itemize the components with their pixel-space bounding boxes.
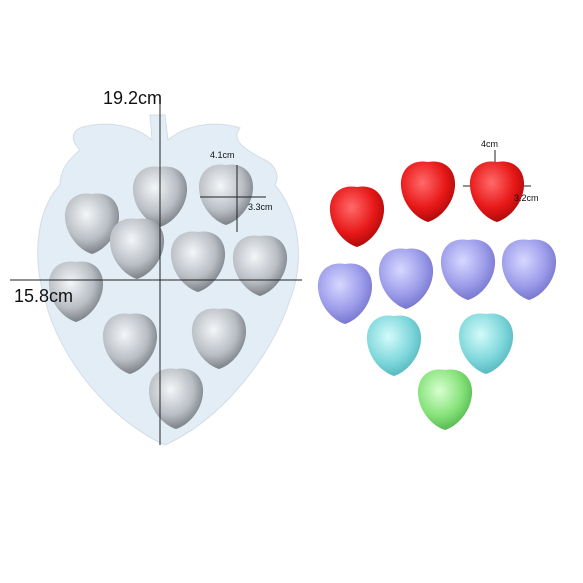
teal-strawberry	[366, 315, 422, 376]
purple-strawberry	[378, 248, 434, 309]
cavity-height-label: 3.3cm	[248, 202, 273, 212]
purple-strawberry	[317, 263, 373, 324]
mold-height-label: 15.8cm	[14, 286, 73, 306]
purple-strawberry	[440, 239, 496, 300]
cavity-width-label: 4.1cm	[210, 150, 235, 160]
red-strawberry	[400, 161, 456, 222]
sample-height-label: 3.2cm	[514, 193, 539, 203]
mold-width-label: 19.2cm	[103, 88, 162, 108]
sample-width-label: 4cm	[481, 139, 498, 149]
red-strawberry	[469, 161, 525, 222]
red-strawberry	[329, 186, 385, 247]
teal-strawberry	[458, 313, 514, 374]
green-strawberry	[417, 369, 473, 430]
purple-strawberry	[501, 239, 557, 300]
